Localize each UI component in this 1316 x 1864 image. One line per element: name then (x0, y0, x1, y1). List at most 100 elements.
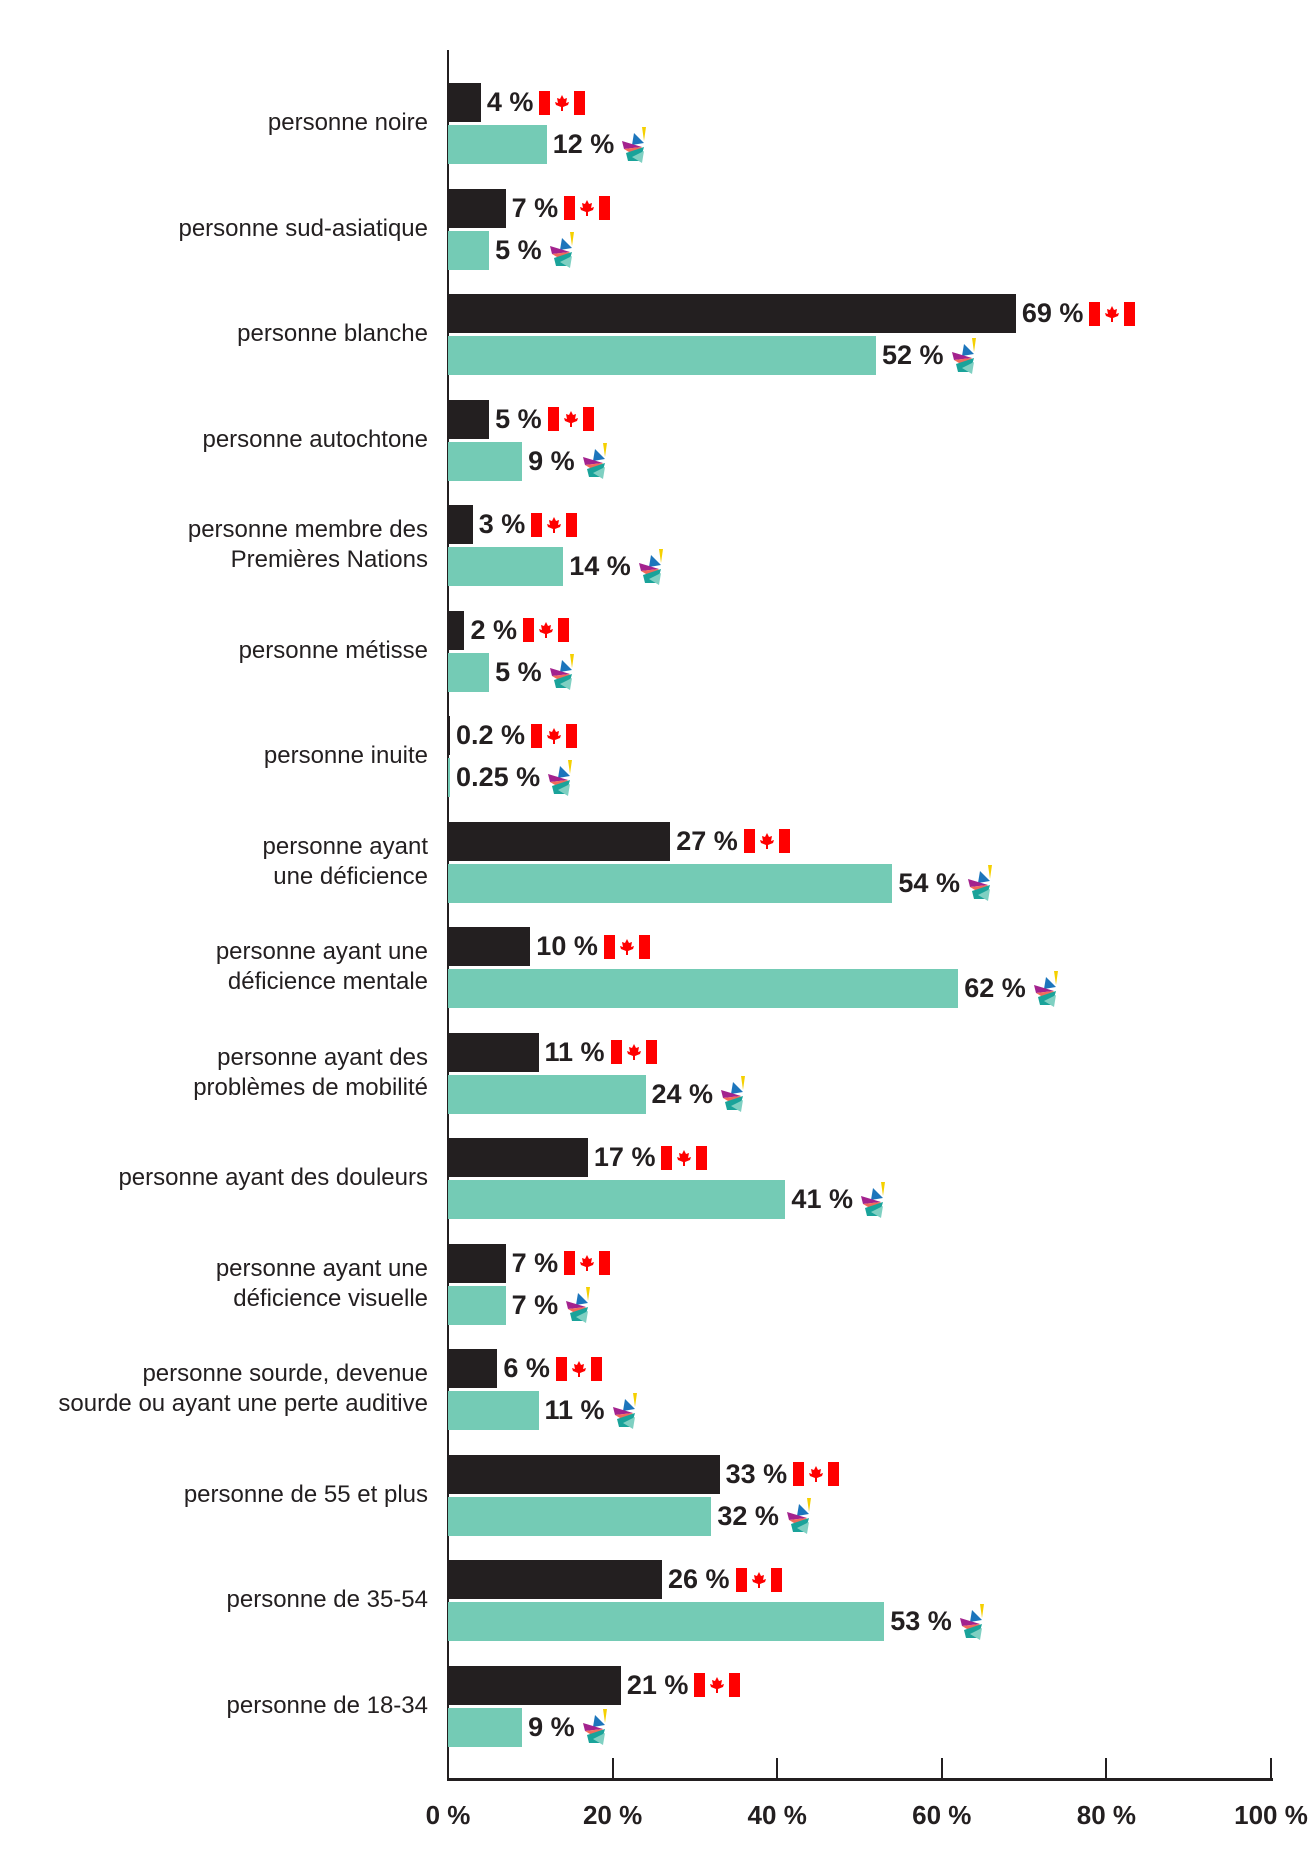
value-text: 11 % (544, 1036, 605, 1067)
value-text: 54 % (898, 867, 960, 898)
organization-logo-icon (581, 443, 609, 479)
canada-bar (448, 188, 506, 228)
x-tick (940, 1758, 943, 1779)
data-label: 7 % (512, 1286, 593, 1325)
canada-bar (448, 1138, 588, 1177)
category-label: personne ayant une déficience (262, 832, 428, 890)
organization-logo-icon (581, 1709, 609, 1745)
value-text: 33 % (725, 1458, 788, 1489)
value-text: 4 % (486, 87, 534, 117)
value-text: 3 % (478, 509, 526, 539)
organization-logo-icon (859, 1181, 887, 1218)
category-label: personne membre des Premières Nations (187, 516, 428, 573)
x-tick-label: 20 % (582, 1800, 643, 1830)
organization-logo-icon (546, 759, 574, 796)
organization-bar (448, 758, 451, 797)
value-text: 2 % (470, 614, 517, 645)
data-label: 54 % (898, 864, 994, 903)
x-tick (776, 1758, 779, 1779)
category-label: personne de 55 et plus (183, 1480, 428, 1508)
canada-flag-icon (539, 90, 586, 115)
value-text: 12 % (552, 129, 615, 159)
value-text: 32 % (717, 1500, 779, 1531)
canada-bar (448, 83, 481, 122)
organization-bar (448, 1707, 523, 1747)
x-tick-label: 80 % (1076, 1800, 1137, 1830)
canada-bar (448, 927, 531, 966)
category-label: personne de 35-54 (226, 1586, 429, 1613)
canada-flag-icon (603, 934, 650, 959)
data-label: 24 % (652, 1075, 748, 1114)
canada-bar (448, 1243, 506, 1283)
value-text: 7 % (511, 1289, 559, 1320)
value-text: 69 % (1021, 298, 1084, 328)
organization-bar (448, 1496, 712, 1536)
canada-bar (448, 1560, 662, 1599)
organization-logo-icon (719, 1076, 747, 1112)
organization-logo-icon (966, 865, 994, 901)
organization-bar (448, 1602, 885, 1641)
organization-bar (448, 1391, 539, 1430)
canada-bar (448, 716, 450, 755)
canada-bar (448, 610, 465, 650)
data-label: 5 % (495, 400, 594, 439)
canada-flag-icon (564, 1251, 611, 1275)
x-tick-label: 100 % (1234, 1800, 1308, 1830)
x-tick (1270, 1758, 1272, 1779)
organization-bar (448, 863, 893, 903)
canada-bar (448, 1032, 539, 1072)
canada-bar (448, 1665, 621, 1705)
data-label: 6 % (503, 1349, 602, 1388)
canada-bar (448, 1349, 498, 1388)
category-label: personne autochtone (202, 425, 428, 453)
data-label: 11 % (545, 1033, 657, 1072)
data-label: 62 % (964, 969, 1060, 1008)
organization-bar (448, 969, 959, 1008)
data-label: 10 % (536, 927, 650, 966)
value-text: 53 % (890, 1606, 952, 1636)
data-label: 14 % (569, 547, 665, 586)
canada-flag-icon (610, 1040, 657, 1064)
data-label: 0.25 % (456, 758, 574, 797)
organization-bar (448, 125, 547, 164)
value-text: 17 % (593, 1142, 656, 1172)
value-text: 52 % (881, 340, 944, 370)
value-text: 5 % (495, 403, 542, 434)
canada-flag-icon (743, 829, 790, 853)
data-label: 17 % (594, 1138, 708, 1177)
data-label: 5 % (495, 653, 576, 692)
data-label: 69 % (1022, 294, 1136, 333)
canada-flag-icon (531, 512, 578, 537)
value-text: 7 % (511, 192, 559, 223)
x-tick-label: 0 % (425, 1800, 471, 1830)
value-text: 5 % (495, 656, 542, 687)
organization-logo-icon (548, 232, 576, 268)
category-label: personne blanche (237, 320, 428, 347)
data-label: 27 % (676, 822, 790, 861)
organization-bar (448, 1180, 786, 1219)
data-label: 11 % (545, 1391, 639, 1430)
data-label: 26 % (668, 1560, 782, 1599)
value-text: 14 % (569, 551, 631, 581)
category-label: personne noire (267, 109, 428, 136)
category-label: personne de 18-34 (226, 1691, 429, 1719)
value-text: 0.25 % (456, 762, 541, 792)
data-label: 53 % (890, 1602, 986, 1641)
value-text: 9 % (528, 445, 575, 476)
canada-flag-icon (661, 1145, 708, 1170)
canada-bar (448, 1454, 720, 1494)
organization-logo-icon (785, 1498, 813, 1534)
canada-flag-icon (564, 196, 611, 220)
canada-bar (448, 399, 490, 439)
data-label: 32 % (717, 1497, 813, 1536)
category-label: personne ayant une déficience mentale (215, 938, 428, 995)
data-label: 0.2 % (456, 716, 578, 755)
organization-bar (448, 547, 564, 586)
value-text: 5 % (495, 234, 542, 265)
organization-bar (448, 441, 523, 481)
canada-flag-icon (531, 723, 578, 748)
organization-logo-icon (611, 1392, 639, 1429)
x-tick-label: 60 % (912, 1800, 972, 1830)
data-label: 7 % (512, 1244, 611, 1283)
